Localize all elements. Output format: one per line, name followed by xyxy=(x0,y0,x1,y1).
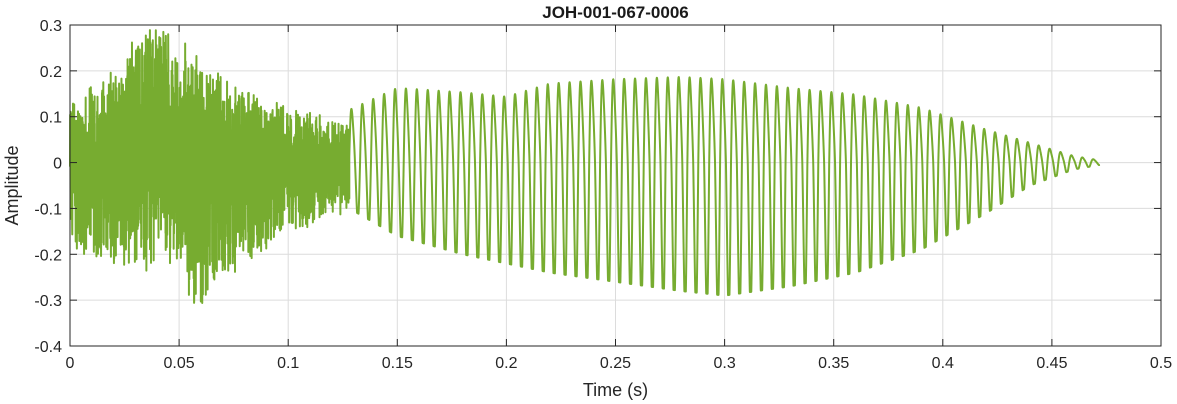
chart-title: JOH-001-067-0006 xyxy=(542,3,688,22)
y-tick-label: 0 xyxy=(53,156,62,173)
y-tick-labels: -0.4 -0.3 -0.2 -0.1 0 0.1 0.2 0.3 xyxy=(34,18,62,356)
y-tick-label: 0.2 xyxy=(40,64,62,81)
x-tick-labels: 0 0.05 0.1 0.15 0.2 0.25 0.3 0.35 0.4 0.45 0.5 xyxy=(66,355,1173,372)
y-tick-label: -0.4 xyxy=(34,339,62,356)
x-tick-label: 0.25 xyxy=(600,355,631,372)
y-tick-label: 0.3 xyxy=(40,18,62,35)
x-tick-label: 0 xyxy=(66,355,75,372)
axis-ticks xyxy=(69,24,1162,347)
y-tick-label: -0.2 xyxy=(34,247,62,264)
y-tick-label: -0.1 xyxy=(34,201,62,218)
x-tick-label: 0.35 xyxy=(818,355,849,372)
x-tick-label: 0.5 xyxy=(1150,355,1172,372)
y-axis-title: Amplitude xyxy=(2,145,22,225)
y-tick-label: 0.1 xyxy=(40,110,62,127)
x-tick-label: 0.2 xyxy=(495,355,517,372)
x-tick-label: 0.45 xyxy=(1036,355,1067,372)
x-tick-label: 0.3 xyxy=(713,355,735,372)
x-tick-label: 0.05 xyxy=(164,355,195,372)
y-tick-label: -0.3 xyxy=(34,293,62,310)
waveform-series xyxy=(69,29,1101,304)
x-tick-label: 0.1 xyxy=(277,355,299,372)
x-tick-label: 0.4 xyxy=(932,355,954,372)
x-axis-title: Time (s) xyxy=(583,380,648,400)
x-tick-label: 0.15 xyxy=(382,355,413,372)
waveform-line xyxy=(69,29,1101,304)
